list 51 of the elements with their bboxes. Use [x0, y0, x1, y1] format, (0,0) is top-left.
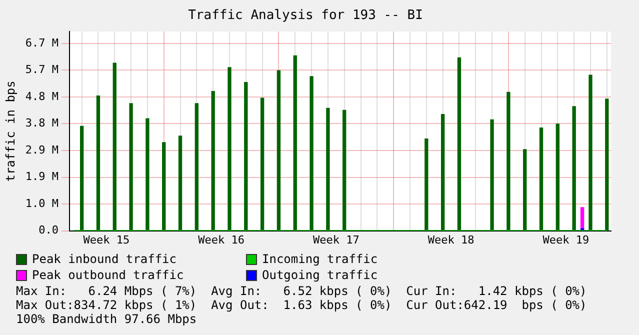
bar — [80, 126, 84, 231]
bar — [228, 67, 232, 231]
y-tick-label: 1.9 M — [25, 170, 59, 184]
bar — [244, 82, 248, 231]
bar — [580, 207, 584, 231]
bar — [178, 136, 182, 231]
y-tick-label: 5.7 M — [25, 63, 59, 76]
bar — [539, 128, 544, 231]
bar — [457, 57, 462, 231]
legend-label: Peak outbound traffic — [32, 268, 184, 282]
bar — [293, 55, 297, 231]
bar — [342, 110, 346, 231]
bar — [506, 92, 510, 231]
bar — [162, 142, 166, 231]
y-tick-label: 0.0 — [38, 224, 59, 237]
bar — [440, 114, 445, 231]
legend-label: Peak inbound traffic — [32, 252, 176, 266]
bar — [112, 62, 116, 231]
bar — [572, 106, 576, 231]
y-tick-label: 6.7 M — [25, 36, 59, 50]
bar — [326, 108, 330, 231]
bar — [129, 103, 133, 231]
x-tick-label: Week 16 — [198, 233, 244, 246]
text: Max In: 6.24 Mbps ( 7%) Avg In: 6.52 kbps ( 0%) Cur In: 1.42 kbps ( 0%) — [16, 284, 588, 298]
x-tick-label: Week 17 — [312, 233, 360, 246]
chart-title: Traffic Analysis for 193 -- BI — [188, 8, 423, 24]
x-tick-label: Week 18 — [428, 233, 474, 246]
bar — [490, 119, 494, 231]
bar — [523, 149, 527, 231]
bar — [556, 124, 560, 231]
bar — [605, 98, 609, 231]
bar — [424, 138, 428, 231]
y-tick-label: 2.9 M — [25, 143, 59, 156]
text: Max Out:834.72 kbps ( 1%) Avg Out: 1.63 kbps ( 0%) Cur Out:642.19 bps ( 0%) — [16, 298, 588, 312]
legend-label: Outgoing traffic — [262, 268, 378, 282]
x-tick-label: Week 15 — [83, 233, 130, 246]
bar — [146, 118, 150, 231]
bar — [588, 74, 592, 231]
text: 100% Bandwidth 97.66 Mbps — [16, 312, 198, 326]
bar — [96, 96, 100, 231]
bar — [211, 91, 215, 231]
bar — [260, 98, 264, 231]
y-tick-label: 3.8 M — [25, 116, 59, 130]
bar — [310, 76, 314, 231]
bar — [194, 103, 199, 231]
y-tick-label: 4.8 M — [25, 90, 59, 103]
x-tick-label: Week 19 — [542, 233, 590, 246]
legend-label: Incoming traffic — [262, 252, 378, 266]
y-tick-label: 1.0 M — [25, 196, 59, 210]
y-axis-title: traffic in bps — [3, 80, 18, 182]
bar — [276, 70, 281, 231]
